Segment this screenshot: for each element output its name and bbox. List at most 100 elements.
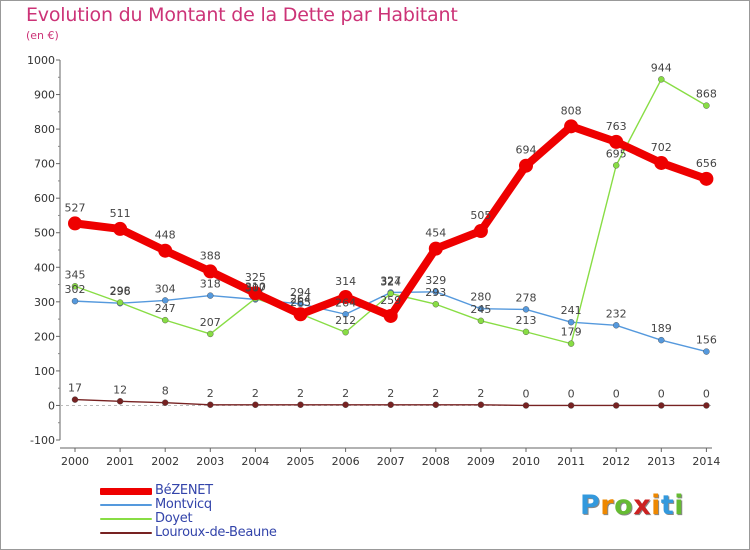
data-label: 329 [425,274,446,287]
data-point [567,319,575,326]
data-label: 695 [606,147,627,160]
data-label: 324 [380,276,401,289]
legend-swatch [100,488,152,495]
data-point [342,401,349,408]
data-label: 388 [200,249,221,262]
y-tick-label: -100 [30,434,55,447]
data-label: 280 [470,291,491,304]
data-point [703,348,710,355]
x-tick-label: 2010 [512,455,540,468]
data-label: 2 [207,387,214,400]
data-point [613,402,620,409]
data-label: 278 [516,291,537,304]
data-point [387,401,394,408]
data-point [207,330,214,338]
data-label: 454 [425,227,446,240]
data-point [477,401,485,408]
x-tick-label: 2013 [647,455,675,468]
data-label: 296 [110,285,131,298]
data-point [342,329,349,336]
y-tick-label: 800 [34,123,55,136]
data-label: 2 [387,387,394,400]
data-point [68,216,82,231]
data-label: 302 [65,283,86,296]
y-tick-label: 100 [34,365,55,378]
data-label: 2 [252,387,259,400]
data-label: 232 [606,307,627,320]
data-label: 304 [155,282,176,295]
x-tick-label: 2012 [602,455,630,468]
chart-title: Evolution du Montant de la Dette par Hab… [26,4,458,26]
data-label: 325 [245,271,266,284]
data-point [158,243,173,258]
data-point [522,402,530,409]
data-label: 448 [155,229,176,242]
data-point [207,401,214,408]
legend-swatch [100,518,152,520]
data-label: 264 [335,296,356,309]
data-point [297,401,304,408]
data-label: 17 [68,382,82,395]
data-label: 511 [110,207,131,220]
data-label: 293 [425,286,446,299]
data-point [203,264,218,279]
data-point [703,402,710,409]
data-point [342,311,349,318]
data-label: 241 [561,304,582,317]
y-tick-label: 400 [34,261,55,274]
data-point [297,300,304,308]
legend-label: BéZENET [155,483,213,498]
data-label: 808 [561,104,582,117]
data-label: 264 [290,292,311,305]
data-label: 944 [651,61,672,74]
data-point [161,297,169,304]
data-point [161,316,169,324]
y-tick-label: 500 [34,227,55,240]
data-point [658,402,665,409]
data-point [338,289,353,304]
data-point [703,102,710,109]
x-tick-label: 2001 [106,455,134,468]
x-tick-label: 2005 [287,455,315,468]
data-point [609,134,624,149]
data-label: 247 [155,302,176,315]
x-tick-label: 2014 [692,455,720,468]
data-point [248,286,263,301]
data-point [613,162,620,169]
x-tick-label: 2000 [61,455,89,468]
data-point [113,221,128,236]
data-point [71,283,79,290]
data-point [428,241,443,256]
data-label: 245 [470,303,491,316]
x-tick-label: 2002 [151,455,179,468]
data-label: 0 [568,387,575,400]
data-label: 527 [65,201,86,214]
data-label: 12 [113,383,127,396]
data-label: 327 [380,274,401,287]
data-label: 8 [162,385,169,398]
x-tick-label: 2011 [557,455,585,468]
data-point [387,290,394,297]
data-label: 868 [696,88,717,101]
data-label: 189 [651,322,672,335]
data-point [293,307,308,322]
data-label: 0 [523,387,530,400]
legend-label: Montvicq [155,497,212,512]
legend-swatch [100,532,152,534]
y-tick-label: 700 [34,158,55,171]
y-tick-label: 300 [34,296,55,309]
chart-unit-label: (en €) [26,29,59,42]
data-point [613,322,620,329]
data-point [71,396,79,403]
data-label: 265 [290,296,311,309]
data-point [522,306,530,313]
data-point [567,402,575,409]
legend-label: Doyet [155,511,193,526]
data-label: 694 [516,144,537,157]
data-label: 156 [696,334,717,347]
x-tick-label: 2008 [422,455,450,468]
proxiti-logo: Proxiti [580,490,685,521]
data-point [477,305,485,312]
